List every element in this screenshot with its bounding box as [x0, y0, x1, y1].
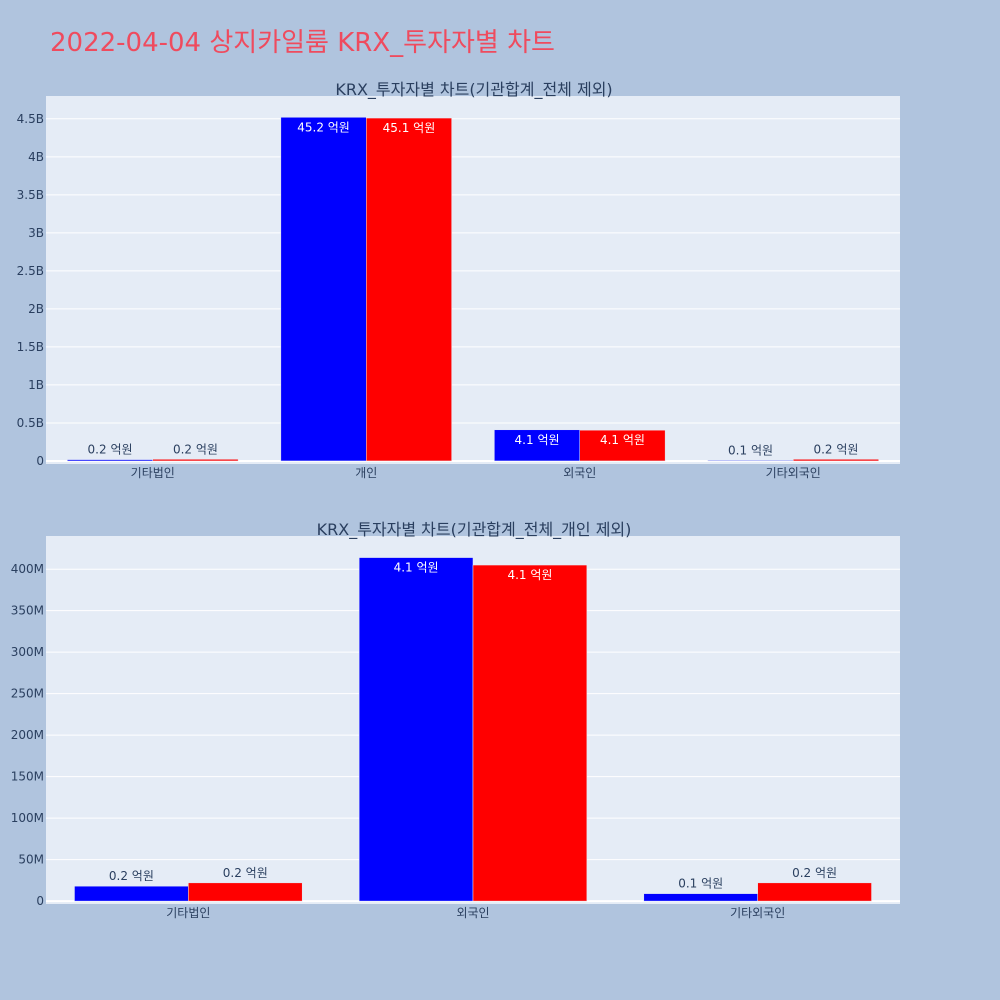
x-tick-label: 기타법인 [131, 466, 175, 480]
data-label: 0.1 억원 [728, 443, 773, 457]
bar [152, 459, 239, 462]
bar [707, 460, 794, 462]
y-tick-label: 150M [11, 770, 44, 784]
chart-title: KRX_투자자별 차트(기관합계_전체_개인 제외) [317, 520, 632, 540]
bar [579, 429, 666, 462]
data-label: 4.1 억원 [394, 561, 439, 575]
bar [494, 429, 581, 462]
y-tick-label: 3B [28, 226, 44, 240]
y-tick-label: 0 [36, 454, 44, 468]
bar [188, 882, 303, 902]
chart-1: 0 0.5B 1B 1.5B 2B 2.5B 3B 3.5B 4B 4.5B KRX_투자자별 차트… [17, 80, 900, 480]
bar [280, 117, 367, 462]
data-label: 0.2 억원 [792, 866, 837, 880]
y-tick-label: 4B [28, 150, 44, 164]
bar [472, 564, 588, 902]
y-tick-label: 2.5B [17, 264, 44, 278]
bar [67, 459, 153, 462]
chart-title: KRX_투자자별 차트(기관합계_전체 제외) [335, 80, 612, 100]
y-tick-label: 4.5B [17, 112, 44, 126]
y-tick-label: 100M [11, 811, 44, 825]
bar [358, 557, 474, 902]
y-tick-label: 3.5B [17, 188, 44, 202]
y-tick-label: 1.5B [17, 340, 44, 354]
y-tick-label: 1B [28, 378, 44, 392]
bar [74, 885, 189, 902]
data-label: 45.1 억원 [383, 121, 436, 135]
y-tick-label: 0.5B [17, 416, 44, 430]
x-tick-label: 개인 [355, 466, 377, 480]
bar [757, 882, 872, 902]
x-tick-label: 기타법인 [166, 906, 210, 920]
data-label: 0.2 억원 [223, 866, 268, 880]
bar [366, 117, 452, 462]
y-tick-label: 250M [11, 687, 44, 701]
x-tick-label: 기타외국인 [730, 906, 785, 920]
y-tick-label: 400M [11, 562, 44, 576]
y-tick-label: 350M [11, 604, 44, 618]
chart-2: 0 50M 100M 150M 200M 250M 300M 350M 400M KRX_투자자별… [11, 520, 900, 920]
x-tick-label: 외국인 [563, 466, 596, 480]
data-label: 0.2 억원 [88, 443, 133, 457]
x-tick-label: 외국인 [456, 906, 489, 920]
data-label: 0.2 억원 [173, 442, 218, 456]
data-label: 4.1 억원 [507, 568, 552, 582]
data-label: 4.1 억원 [515, 433, 560, 447]
y-tick-label: 2B [28, 302, 44, 316]
y-tick-label: 0 [36, 894, 44, 908]
plot-area [46, 96, 900, 464]
bar [643, 893, 758, 902]
y-tick-label: 50M [18, 853, 44, 867]
bar [793, 459, 879, 462]
y-tick-label: 300M [11, 645, 44, 659]
data-label: 0.2 억원 [813, 442, 858, 456]
y-tick-label: 200M [11, 728, 44, 742]
data-label: 4.1 억원 [600, 433, 645, 447]
data-label: 0.1 억원 [678, 877, 723, 891]
x-tick-label: 기타외국인 [766, 466, 821, 480]
page-title: 2022-04-04 상지카일룸 KRX_투자자별 차트 [50, 28, 555, 58]
data-label: 0.2 억원 [109, 869, 154, 883]
data-label: 45.2 억원 [297, 120, 350, 134]
